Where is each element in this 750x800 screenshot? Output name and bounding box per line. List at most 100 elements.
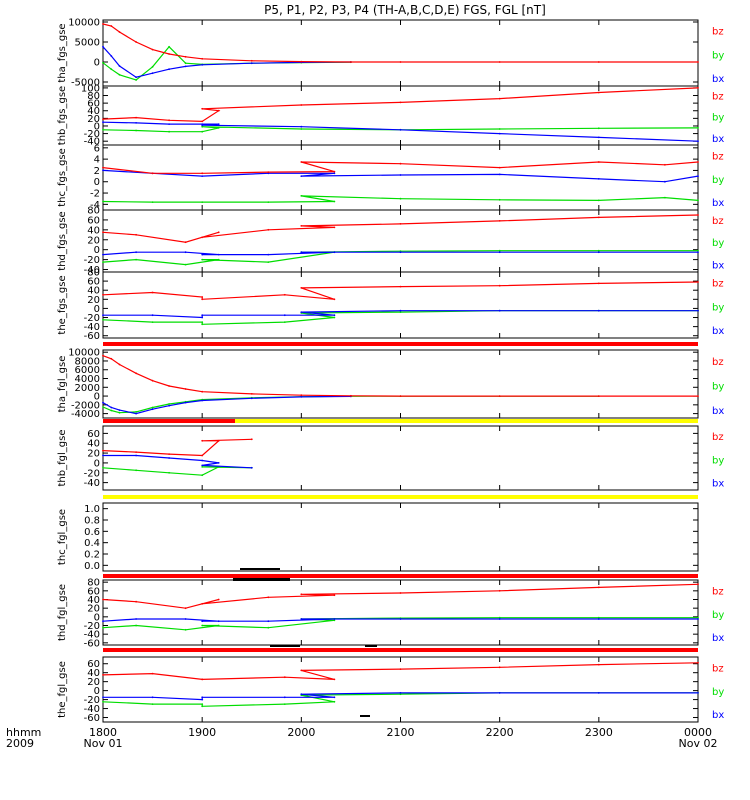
data-point-bx [697, 618, 699, 620]
legend-bx: bx [712, 74, 724, 85]
y-tick-label: 40 [87, 225, 100, 236]
data-point-bx [399, 309, 402, 312]
data-point-bz [201, 439, 204, 442]
series-line-bz [102, 355, 698, 397]
data-point-by [267, 626, 270, 629]
data-point-bz [350, 394, 352, 397]
data-point-by [201, 703, 204, 705]
y-tick-label: 60 [87, 586, 100, 597]
data-point-by [300, 128, 303, 130]
data-point-bx [201, 464, 204, 467]
data-point-bx [300, 251, 303, 254]
data-point-bz [597, 282, 600, 285]
data-point-bx [498, 692, 501, 694]
data-point-bx [110, 55, 113, 57]
data-point-bx [135, 618, 138, 620]
y-tick-label: -60 [84, 638, 100, 649]
data-point-bz [102, 231, 104, 234]
data-point-by [697, 616, 699, 619]
data-point-by [102, 61, 104, 64]
data-point-bz [399, 668, 402, 670]
data-point-bx [217, 253, 220, 256]
data-point-by [135, 258, 138, 261]
y-tick-label: -40 [84, 630, 100, 641]
data-point-bx [201, 316, 204, 319]
series-line-by [102, 45, 351, 81]
y-axis-label: the_fgs_gse [57, 275, 68, 334]
data-point-bz [168, 119, 171, 122]
y-tick-label: 60 [87, 429, 100, 440]
y-axis-label: thb_fgl_gse [57, 430, 68, 487]
data-point-bz [333, 678, 336, 681]
y-tick-label: -20 [84, 255, 100, 266]
data-point-bz [201, 602, 204, 605]
data-point-bz [102, 118, 104, 120]
y-tick-label: -20 [84, 313, 100, 324]
data-point-by [201, 321, 204, 323]
legend-bx: bx [712, 134, 724, 145]
data-point-by [283, 321, 286, 323]
data-point-bz [300, 287, 303, 289]
data-point-bz [151, 48, 154, 51]
data-point-bz [597, 91, 600, 94]
data-point-bx [333, 251, 336, 254]
y-tick-label: 0 [94, 458, 100, 469]
y-tick-label: 40 [87, 286, 100, 297]
y-tick-label: 4 [94, 155, 100, 166]
legend-bx: bx [712, 261, 724, 272]
y-tick-label: 0.2 [84, 550, 100, 561]
data-point-bz [118, 363, 121, 366]
data-point-by [151, 321, 154, 323]
data-point-bx [201, 314, 204, 317]
data-point-bz [217, 231, 220, 234]
data-point-bz [498, 395, 501, 397]
data-point-bz [217, 109, 220, 112]
data-point-bz [151, 291, 154, 294]
data-point-by [498, 198, 501, 201]
data-point-bx [102, 253, 104, 256]
data-point-by [399, 197, 402, 200]
data-point-bz [399, 223, 402, 225]
data-point-bx [184, 251, 187, 254]
data-point-by [184, 263, 187, 266]
data-point-bx [300, 311, 303, 313]
data-point-bx [597, 136, 600, 139]
panel-tha_fgl_gse: 1000080006000400020000-2000-4000tha_fgl_… [57, 348, 724, 420]
x-tick-label: 1800 [89, 726, 117, 739]
data-point-by [168, 45, 171, 48]
data-point-by [102, 700, 104, 703]
legend-bz: bz [712, 279, 724, 290]
data-point-bx [498, 309, 501, 312]
data-point-by [597, 249, 600, 252]
data-point-by [201, 624, 204, 627]
y-tick-label: -20 [84, 621, 100, 632]
series-line-bx [102, 169, 699, 183]
data-point-bx [201, 399, 204, 402]
data-point-by [135, 79, 138, 81]
data-point-by [102, 466, 104, 469]
data-point-by [697, 249, 699, 252]
data-point-bx [201, 63, 204, 66]
data-point-by [201, 258, 204, 261]
data-point-bz [168, 453, 171, 455]
x-tick-label: 2100 [387, 726, 415, 739]
data-point-bz [102, 674, 104, 676]
data-point-bx [102, 696, 104, 699]
data-point-bx [597, 692, 600, 694]
year-label: 2009 [6, 737, 34, 750]
data-point-bx [168, 457, 171, 459]
data-point-bx [697, 140, 699, 143]
legend-by: by [712, 455, 724, 466]
status-bar [103, 648, 698, 652]
y-axis-label: thb_fgs_gse [57, 86, 68, 145]
data-point-by [135, 411, 138, 413]
legend-bz: bz [712, 432, 724, 443]
data-point-by [333, 316, 336, 319]
legend-bz: bz [712, 216, 724, 227]
